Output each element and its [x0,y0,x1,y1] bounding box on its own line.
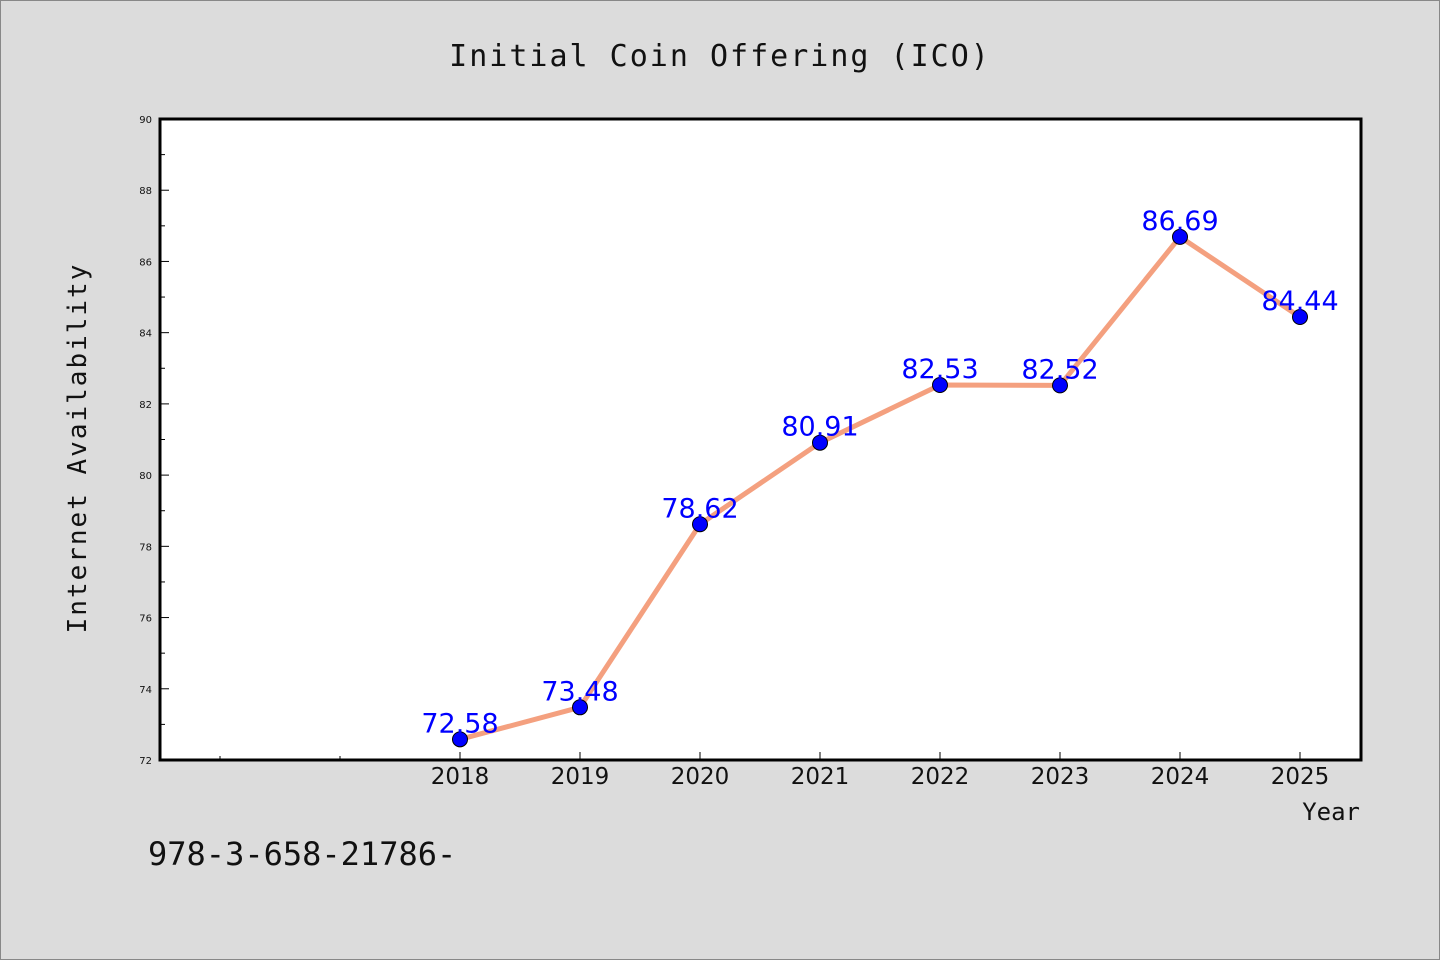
x-tick-label: 2025 [1271,764,1330,790]
data-point [1052,377,1068,394]
y-tick-label: 88 [139,186,152,197]
data-label: 73.48 [541,676,618,707]
data-label: 78.62 [661,493,738,524]
data-label: 86.69 [1141,206,1218,237]
series-layer [452,228,1308,748]
y-axis-label: Internet Availability [63,263,93,634]
data-label: 82.52 [1021,354,1098,385]
x-tick-label: 2018 [431,764,490,790]
x-tick-label: 2021 [791,764,850,790]
y-tick-label: 72 [139,756,152,767]
x-tick-label: 2024 [1151,764,1210,790]
data-point [812,434,828,451]
footnote: 978-3-658-21786- [148,835,456,873]
chart-title: Initial Coin Offering (ICO) [449,39,991,74]
data-label: 72.58 [421,708,498,739]
data-labels-layer: 72.58 73.48 78.62 80.91 82.53 82.52 86.69 84.44 [421,206,1338,739]
y-tick-label: 80 [139,471,152,482]
y-tick-label: 78 [139,542,152,553]
plot-area [158,117,1363,762]
x-axis: 2018 2019 2020 2021 2022 2023 2024 2025 [219,752,1330,790]
y-tick-label: 76 [139,614,152,625]
data-point [1292,308,1308,325]
y-tick-label: 84 [139,329,152,340]
x-axis-label: Year [1302,798,1360,826]
data-point [572,699,588,716]
data-point [692,516,708,533]
data-label: 84.44 [1261,286,1338,317]
x-tick-label: 2020 [671,764,730,790]
series-line [457,234,1303,742]
y-tick-label: 82 [139,400,152,411]
y-tick-label: 86 [139,257,152,268]
data-point [452,731,468,748]
y-axis: 72 74 76 78 80 82 84 86 88 90 [139,115,169,767]
data-label: 82.53 [901,354,978,385]
data-label: 80.91 [781,412,858,443]
y-tick-label: 90 [139,115,152,126]
data-point [932,377,948,394]
y-tick-label: 74 [139,685,152,696]
data-point [1172,228,1188,245]
x-tick-label: 2023 [1031,764,1090,790]
x-tick-label: 2019 [551,764,610,790]
x-tick-label: 2022 [911,764,970,790]
